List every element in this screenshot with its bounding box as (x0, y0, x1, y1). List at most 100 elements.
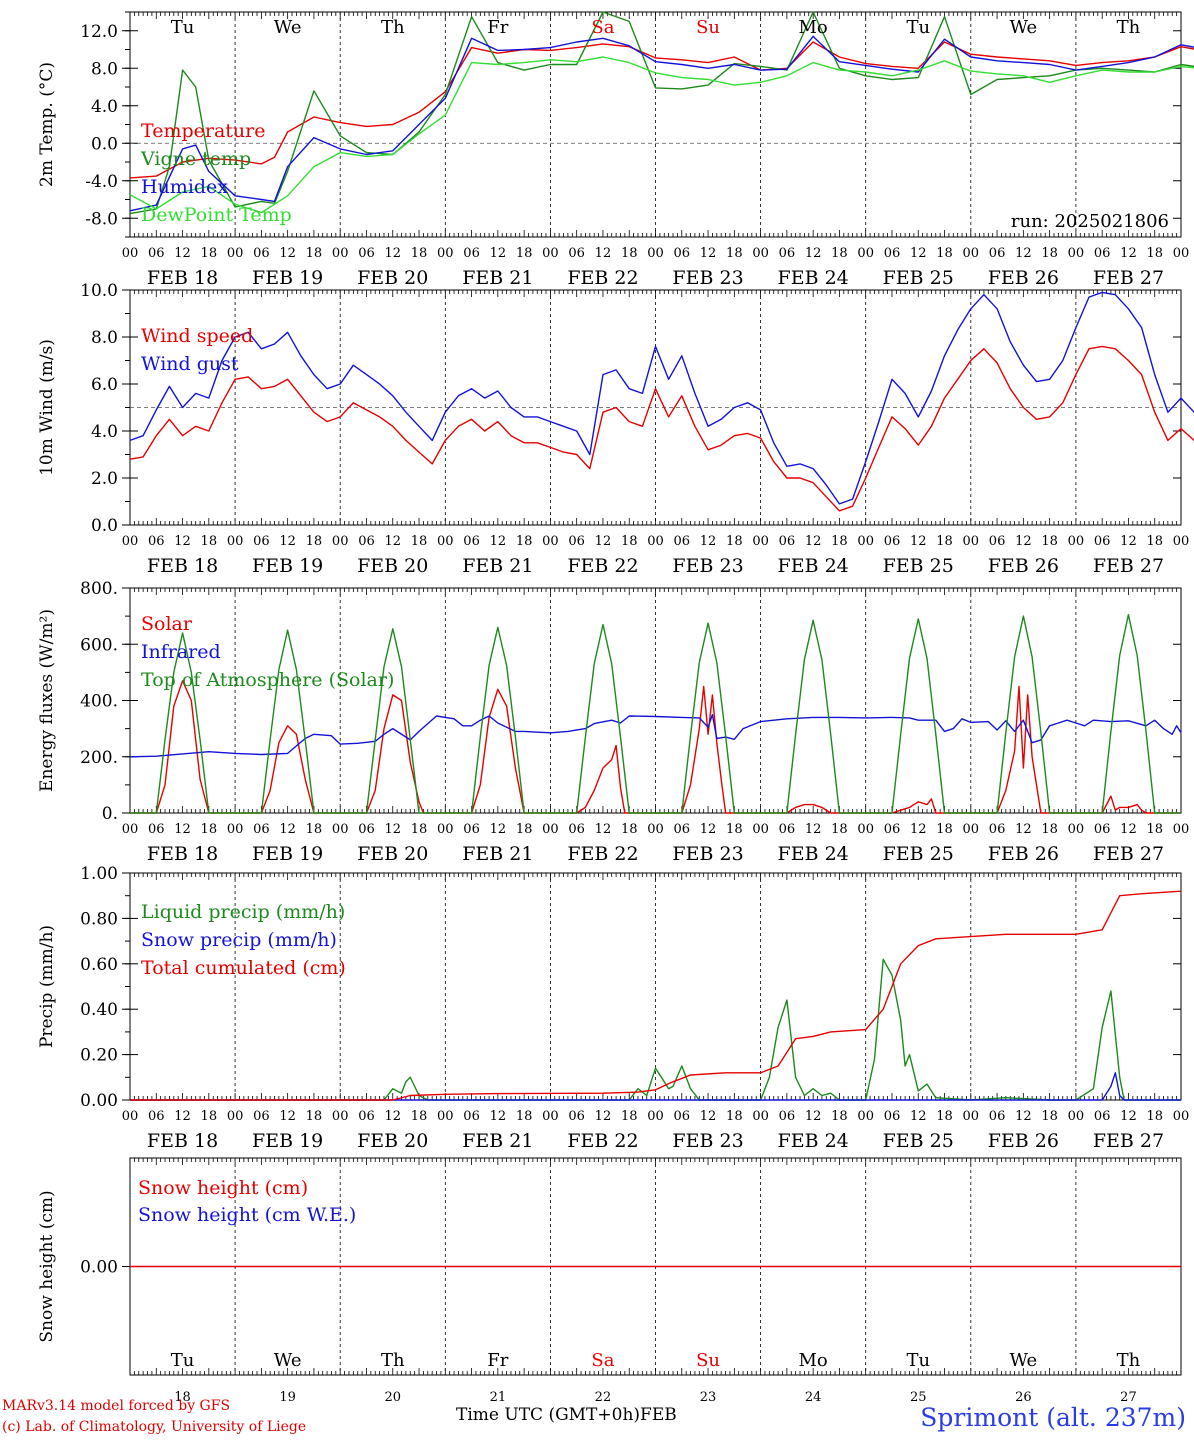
date-label: FEB 21 (462, 555, 533, 577)
hour-tick-label: 12 (595, 534, 612, 549)
day-number: 21 (490, 1390, 507, 1405)
day-name: Tu (906, 1350, 930, 1371)
y-tick-label: 8.0 (91, 328, 118, 348)
y-tick-label: 400. (80, 692, 118, 712)
day-name: Mo (799, 17, 828, 38)
hour-tick-label: 18 (936, 822, 953, 837)
y-axis-label: Precip (mm/h) (37, 925, 57, 1048)
hour-tick-label: 00 (1173, 1109, 1190, 1124)
hour-tick-label: 06 (884, 822, 901, 837)
hour-tick-label: 12 (595, 246, 612, 261)
hour-tick-label: 12 (174, 534, 191, 549)
legend-label: Snow precip (mm/h) (141, 929, 337, 951)
hour-tick-label: 06 (884, 246, 901, 261)
date-label: FEB 25 (883, 843, 954, 865)
hour-tick-label: 18 (1146, 822, 1163, 837)
hour-tick-label: 00 (1068, 1109, 1085, 1124)
y-tick-label: 4.0 (91, 422, 118, 442)
series-line (129, 11, 1194, 215)
hour-tick-label: 18 (306, 822, 323, 837)
legend-label: Solar (141, 613, 193, 635)
hour-tick-label: 06 (253, 822, 270, 837)
hour-tick-label: 00 (647, 822, 664, 837)
hour-tick-label: 00 (857, 246, 874, 261)
station-name: Sprimont (alt. 237m) (920, 1403, 1186, 1432)
date-label: FEB 21 (462, 267, 533, 289)
hour-tick-label: 06 (568, 1109, 585, 1124)
hour-tick-label: 00 (332, 1109, 349, 1124)
hour-tick-label: 18 (726, 246, 743, 261)
hour-tick-label: 00 (857, 1109, 874, 1124)
date-label: FEB 25 (883, 1130, 954, 1152)
hour-tick-label: 06 (568, 534, 585, 549)
hour-tick-label: 06 (358, 246, 375, 261)
hour-tick-label: 18 (516, 534, 533, 549)
legend-label: DewPoint Temp (141, 204, 292, 226)
y-tick-label: 0.80 (80, 909, 118, 929)
date-label: FEB 23 (672, 555, 743, 577)
date-label: FEB 18 (147, 267, 218, 289)
hour-tick-label: 00 (857, 534, 874, 549)
hour-tick-label: 18 (1041, 534, 1058, 549)
hour-tick-label: 12 (490, 1109, 507, 1124)
hour-tick-label: 00 (1173, 246, 1190, 261)
y-axis-label: 10m Wind (m/s) (37, 339, 57, 476)
day-name: Tu (171, 1350, 195, 1371)
hour-tick-label: 06 (568, 246, 585, 261)
y-tick-label: 600. (80, 635, 118, 655)
hour-tick-label: 06 (148, 246, 165, 261)
hour-tick-label: 00 (857, 822, 874, 837)
hour-tick-label: 06 (463, 822, 480, 837)
hour-tick-label: 00 (437, 822, 454, 837)
hour-tick-label: 00 (1173, 534, 1190, 549)
hour-tick-label: 18 (516, 822, 533, 837)
day-name: We (1010, 1350, 1038, 1371)
day-name: Sa (591, 1350, 614, 1371)
y-tick-label: 200. (80, 748, 118, 768)
hour-tick-label: 12 (490, 534, 507, 549)
hour-tick-label: 00 (332, 534, 349, 549)
y-axis-label: Snow height (cm) (37, 1190, 57, 1342)
hour-tick-label: 18 (201, 246, 218, 261)
date-label: FEB 22 (567, 267, 638, 289)
hour-tick-label: 00 (227, 246, 244, 261)
hour-tick-label: 06 (1094, 534, 1111, 549)
y-tick-label: 12.0 (80, 22, 118, 42)
hour-tick-label: 00 (647, 534, 664, 549)
y-tick-label: 0.00 (80, 1258, 118, 1278)
panel-1: -8.0 -4.0 0.0 4.0 8.0 12.0 2m Temp. (°C) Temper… (37, 11, 1194, 289)
hour-tick-label: 00 (752, 534, 769, 549)
hour-tick-label: 00 (437, 246, 454, 261)
hour-tick-label: 18 (936, 1109, 953, 1124)
day-name: Th (1117, 17, 1141, 38)
hour-tick-label: 06 (884, 1109, 901, 1124)
hour-tick-label: 12 (1015, 246, 1032, 261)
hour-tick-label: 00 (122, 1109, 139, 1124)
legend-label: Top of Atmosphere (Solar) (141, 669, 394, 691)
hour-tick-label: 12 (1015, 1109, 1032, 1124)
y-tick-label: 0.20 (80, 1046, 118, 1066)
hour-tick-label: 00 (122, 822, 139, 837)
y-tick-label: 0.0 (91, 516, 118, 536)
day-number: 25 (910, 1390, 927, 1405)
hour-tick-label: 00 (122, 534, 139, 549)
date-label: FEB 27 (1093, 267, 1164, 289)
hour-tick-label: 00 (963, 1109, 980, 1124)
hour-tick-label: 18 (726, 534, 743, 549)
hour-tick-label: 18 (516, 1109, 533, 1124)
hour-tick-label: 12 (910, 1109, 927, 1124)
date-label: FEB 22 (567, 555, 638, 577)
hour-tick-label: 12 (1015, 534, 1032, 549)
lab-credit: (c) Lab. of Climatology, University of L… (2, 1419, 307, 1435)
hour-tick-label: 06 (779, 534, 796, 549)
hour-tick-label: 00 (542, 1109, 559, 1124)
y-tick-label: 1.00 (80, 864, 118, 884)
y-axis-label: 2m Temp. (°C) (37, 62, 57, 187)
legend-label: Infrared (141, 641, 221, 663)
date-label: FEB 18 (147, 843, 218, 865)
hour-tick-label: 00 (542, 822, 559, 837)
hour-tick-label: 06 (989, 1109, 1006, 1124)
hour-tick-label: 12 (174, 246, 191, 261)
hour-tick-label: 00 (963, 822, 980, 837)
date-label: FEB 27 (1093, 843, 1164, 865)
